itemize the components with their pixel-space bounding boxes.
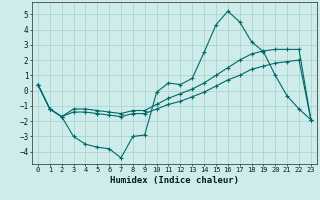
X-axis label: Humidex (Indice chaleur): Humidex (Indice chaleur)	[110, 176, 239, 185]
